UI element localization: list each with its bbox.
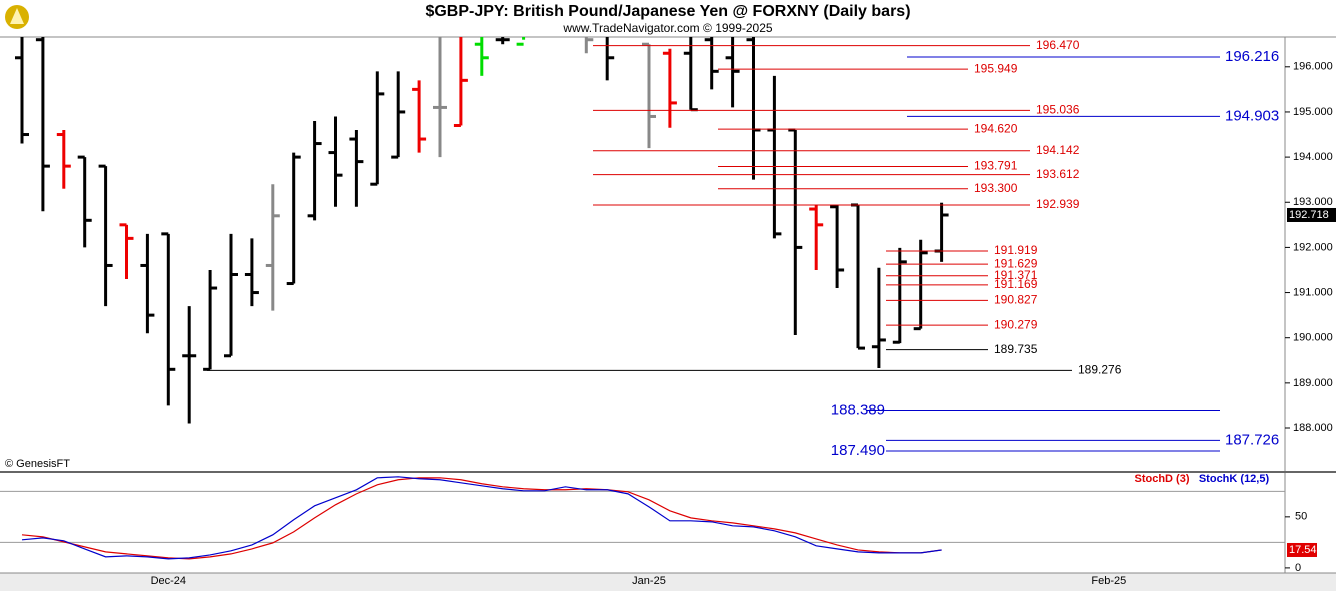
level-label: 191.371	[994, 268, 1038, 282]
y-tick-label: 50	[1295, 511, 1307, 523]
level-label: 187.726	[1225, 431, 1279, 448]
level-label: 196.470	[1036, 38, 1080, 52]
level-label: 196.216	[1225, 48, 1279, 65]
level-label: 194.620	[974, 121, 1018, 135]
last-value-label: 17.54	[1289, 544, 1317, 556]
legend-entry: StochD (3)	[1135, 473, 1190, 485]
y-tick-label: 189.000	[1293, 377, 1333, 389]
y-tick-label: 190.000	[1293, 332, 1333, 344]
y-tick-label: 194.000	[1293, 151, 1333, 163]
level-label: 191.629	[994, 256, 1038, 270]
level-label: 191.919	[994, 243, 1038, 257]
level-label: 190.827	[994, 293, 1038, 307]
stoch-line	[21, 476, 942, 560]
chart-title: $GBP-JPY: British Pound/Japanese Yen @ F…	[425, 3, 910, 20]
legend-entry: StochK (12,5)	[1199, 473, 1270, 485]
y-tick-label: 192.000	[1293, 241, 1333, 253]
level-label: 194.142	[1036, 143, 1080, 157]
level-label: 193.612	[1036, 167, 1080, 181]
y-tick-label: 188.000	[1293, 422, 1333, 434]
level-label: 193.300	[974, 181, 1018, 195]
level-label: 191.169	[994, 277, 1038, 291]
level-label: 192.939	[1036, 197, 1080, 211]
chart-subtitle: www.TradeNavigator.com © 1999-2025	[562, 21, 772, 35]
y-tick-label: 191.000	[1293, 286, 1333, 298]
logo	[5, 5, 29, 29]
level-label: 195.949	[974, 61, 1018, 75]
level-label: 188.389	[831, 401, 885, 418]
level-label: 189.735	[994, 342, 1038, 356]
x-tick-label: Dec-24	[151, 575, 186, 587]
level-label: 195.036	[1036, 102, 1080, 116]
level-label: 187.490	[831, 442, 885, 459]
level-label: 189.276	[1078, 363, 1122, 377]
y-tick-label: 195.000	[1293, 106, 1333, 118]
annotation: © GenesisFT	[5, 458, 70, 470]
date-strip	[0, 573, 1336, 591]
price-panel	[15, 37, 949, 424]
y-tick-label: 193.000	[1293, 196, 1333, 208]
last-price-box	[1287, 207, 1336, 222]
x-tick-label: Jan-25	[632, 575, 666, 587]
last-price-label: 192.718	[1289, 209, 1329, 221]
y-tick-label: 0	[1295, 562, 1301, 574]
y-tick-label: 196.000	[1293, 61, 1333, 73]
level-label: 190.279	[994, 317, 1038, 331]
level-label: 194.903	[1225, 107, 1279, 124]
level-label: 193.791	[974, 159, 1018, 173]
x-tick-label: Feb-25	[1091, 575, 1126, 587]
last-value-box	[1287, 542, 1317, 557]
